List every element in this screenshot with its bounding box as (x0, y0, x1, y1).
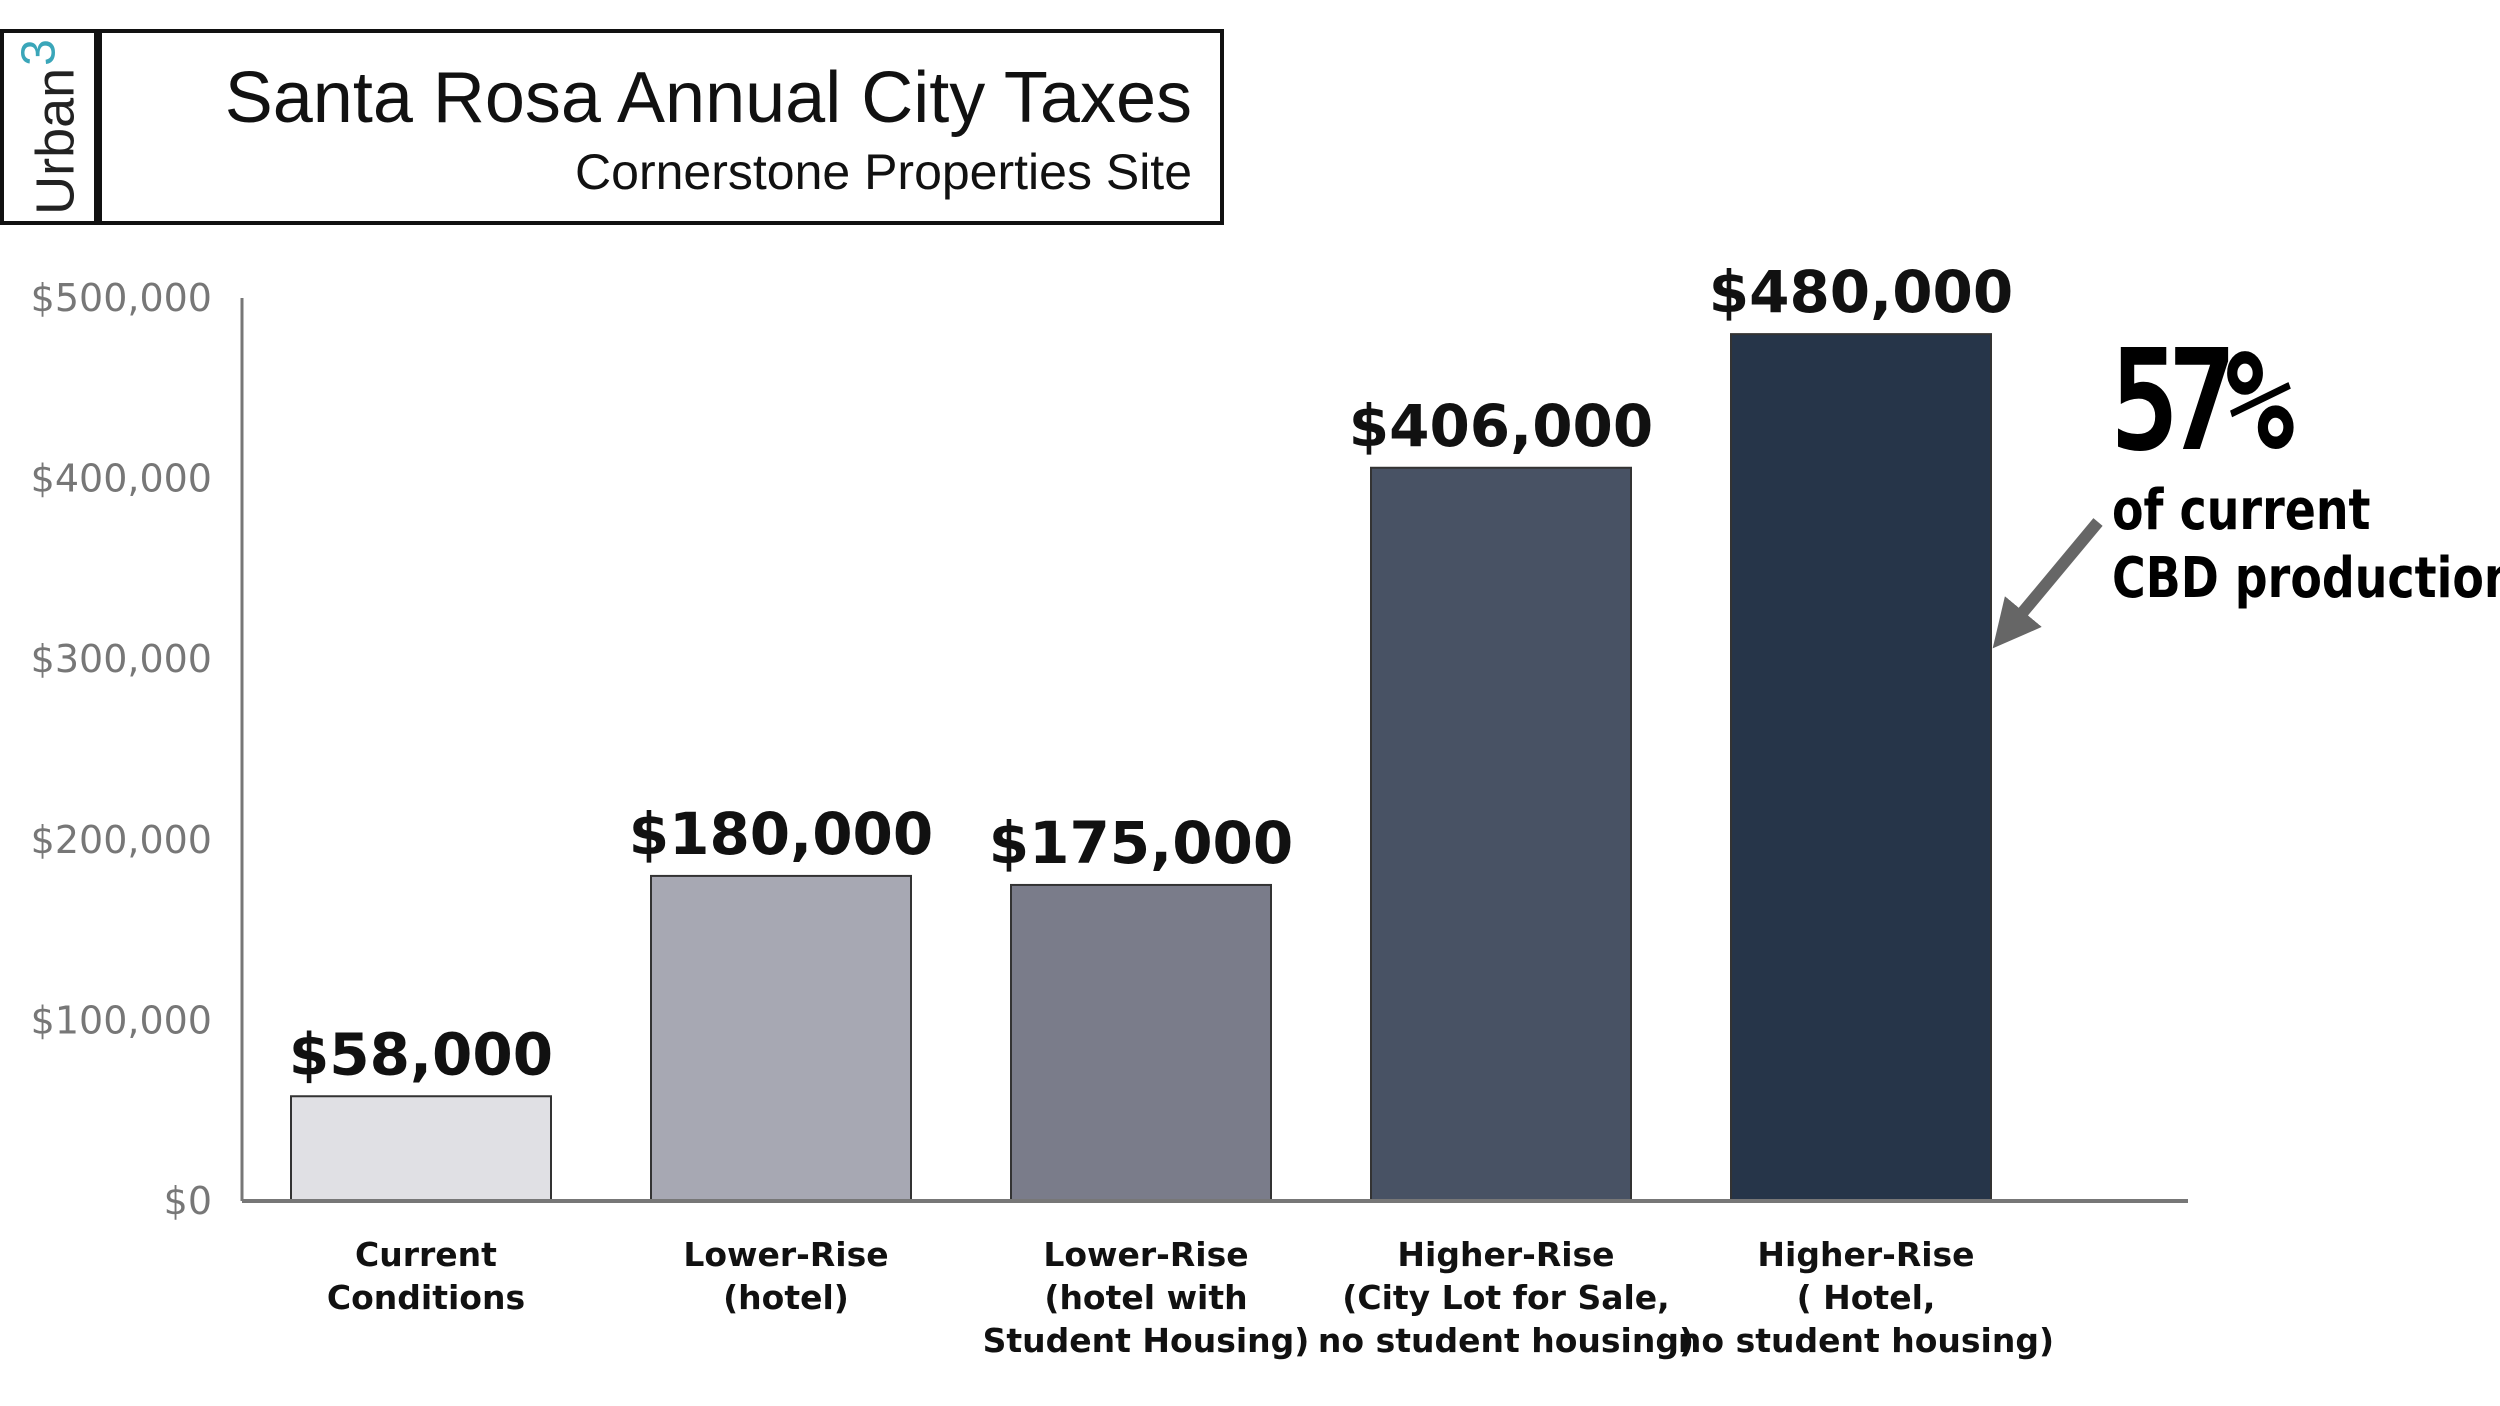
page-subtitle: Cornerstone Properties Site (575, 144, 1192, 200)
bar (1370, 466, 1632, 1203)
annotation-line-1: of current (2112, 478, 2371, 543)
x-category-label: Lower-Rise (hotel) (683, 1235, 888, 1317)
bar-value-label: $175,000 (989, 809, 1294, 877)
annotation-arrow (1992, 518, 2103, 649)
x-category-line: (City Lot for Sale, (1342, 1278, 1669, 1317)
bar (290, 1095, 552, 1202)
bars: $58,000 $180,000 $175,000 $406,000 $480,000 (289, 258, 2014, 1203)
y-tick-label: $300,000 (31, 637, 212, 681)
bar-value-label: $180,000 (629, 800, 934, 868)
x-category-line: (hotel with (1044, 1278, 1247, 1317)
x-category-line: ( Hotel, (1797, 1278, 1936, 1317)
x-category-line: Higher-Rise (1757, 1235, 1974, 1274)
y-tick-label: $500,000 (31, 276, 212, 320)
bar-value-label: $406,000 (1349, 392, 1654, 460)
x-category-label: Higher-Rise ( Hotel, no student housing) (1678, 1235, 2054, 1360)
y-tick-label: $0 (164, 1179, 212, 1223)
annotation-headline: 57% (2110, 320, 2294, 483)
urban3-logo: Urban3 (4, 33, 102, 221)
bar-value-label: $480,000 (1709, 258, 2014, 326)
y-tick-label: $100,000 (31, 998, 212, 1042)
bar-value-label: $58,000 (289, 1020, 553, 1088)
annotation-line-2: CBD production (2112, 546, 2500, 611)
x-category-line: Current (355, 1235, 497, 1274)
x-category-label: Lower-Rise (hotel with Student Housing) (983, 1235, 1310, 1360)
x-category-label: Current Conditions (327, 1235, 525, 1317)
x-category-line: (hotel) (723, 1278, 849, 1317)
x-category-line: Lower-Rise (1043, 1235, 1248, 1274)
x-category-line: Conditions (327, 1278, 525, 1317)
bar (1010, 883, 1272, 1202)
x-category-line: Higher-Rise (1397, 1235, 1614, 1274)
y-tick-label: $200,000 (31, 818, 212, 862)
bar (1730, 333, 1992, 1202)
x-category-label: Higher-Rise (City Lot for Sale, no student… (1318, 1235, 1694, 1360)
x-category-line: no student housing) (1678, 1321, 2054, 1360)
y-tick-label: $400,000 (31, 457, 212, 501)
x-category-line: Student Housing) (983, 1321, 1310, 1360)
chart-header: Urban3 Santa Rosa Annual City Taxes Corn… (0, 29, 1224, 225)
y-axis: $0 $100,000 $200,000 $300,000 $400,000 $500,0… (31, 276, 244, 1223)
x-category-line: Lower-Rise (683, 1235, 888, 1274)
page-title: Santa Rosa Annual City Taxes (224, 58, 1192, 138)
bar (650, 874, 912, 1202)
x-category-line: no student housing) (1318, 1321, 1694, 1360)
